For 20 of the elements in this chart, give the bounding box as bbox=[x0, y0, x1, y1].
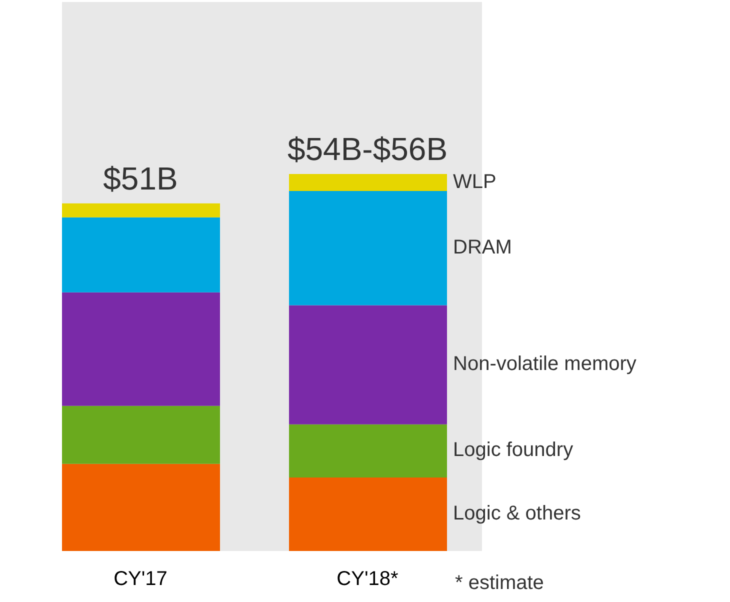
bar bbox=[62, 203, 220, 218]
annotation: $51B bbox=[103, 160, 178, 196]
bar bbox=[62, 406, 220, 464]
bar bbox=[289, 190, 447, 306]
bar bbox=[289, 477, 447, 551]
bar bbox=[62, 464, 220, 551]
x-tick-label: CY'18* bbox=[336, 568, 399, 590]
bar bbox=[62, 217, 220, 292]
series-label: Logic & others bbox=[453, 502, 581, 525]
bar bbox=[289, 424, 447, 478]
bar bbox=[62, 292, 220, 406]
annotation: $54B-$56B bbox=[287, 131, 448, 167]
series-label: WLP bbox=[453, 170, 496, 193]
bar bbox=[289, 305, 447, 424]
series-label: Logic foundry bbox=[453, 439, 574, 462]
x-tick-label: CY'17 bbox=[114, 568, 168, 590]
text: * estimate bbox=[455, 572, 544, 595]
series-label: DRAM bbox=[453, 236, 512, 258]
bar bbox=[289, 174, 447, 191]
series-label: Non-volatile memory bbox=[453, 353, 636, 376]
